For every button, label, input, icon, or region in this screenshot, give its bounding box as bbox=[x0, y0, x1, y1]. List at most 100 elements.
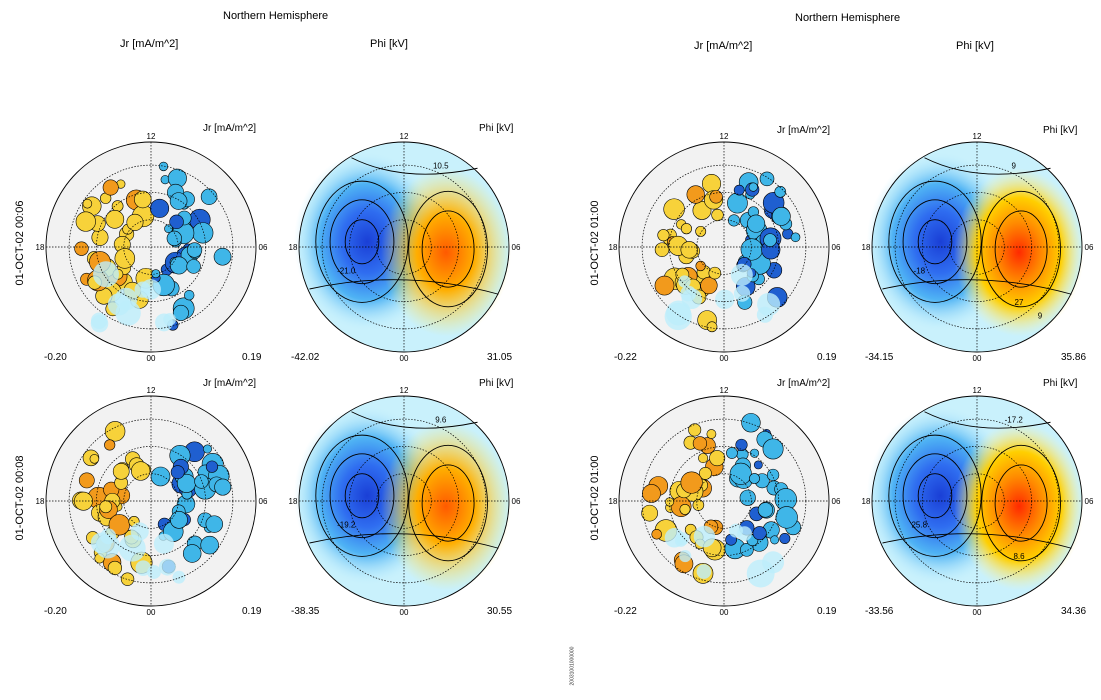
jr-upward-patch bbox=[654, 242, 670, 257]
jr-upward-patch bbox=[134, 190, 152, 209]
jr-weak-region bbox=[90, 532, 112, 554]
jr-upward-patch bbox=[654, 275, 675, 296]
jr-map-title: Jr [mA/m^2] bbox=[777, 125, 831, 136]
jr-downward-patch bbox=[194, 474, 209, 489]
jr-upward-patch bbox=[701, 174, 722, 194]
jr-downward-patch bbox=[752, 526, 767, 541]
tick-label-12: 12 bbox=[973, 386, 982, 395]
column-header-phi-left: Phi [kV] bbox=[370, 38, 408, 50]
jr-downward-patch bbox=[186, 242, 203, 258]
jr-upward-patch bbox=[78, 472, 95, 489]
jr-upward-patch bbox=[112, 463, 130, 480]
jr-downward-patch bbox=[739, 543, 754, 557]
tick-label-12: 12 bbox=[400, 386, 409, 395]
jr-weak-region bbox=[746, 559, 775, 588]
jr-weak-region bbox=[115, 300, 141, 326]
jr-weak-region bbox=[172, 570, 186, 584]
jr-downward-patch bbox=[775, 506, 798, 529]
jr-upward-patch bbox=[692, 436, 708, 451]
tick-label-06: 06 bbox=[512, 243, 521, 252]
jr-downward-patch bbox=[735, 438, 748, 451]
jr-downward-patch bbox=[747, 214, 766, 233]
jr-upward-patch bbox=[686, 185, 705, 204]
jr-downward-patch bbox=[741, 413, 761, 433]
jr-downward-patch bbox=[749, 448, 760, 458]
potential-contour bbox=[309, 533, 499, 549]
dial-outline bbox=[45, 395, 257, 607]
tick-label-12: 12 bbox=[147, 386, 156, 395]
jr-downward-patch bbox=[759, 171, 775, 187]
tick-label-06: 06 bbox=[259, 497, 268, 506]
potential-contour bbox=[917, 219, 953, 265]
tick-label-18: 18 bbox=[36, 497, 45, 506]
contour-value-label: -18 bbox=[913, 266, 925, 275]
potential-contour bbox=[882, 279, 1072, 295]
tick-label-06: 06 bbox=[259, 243, 268, 252]
phi-min-value: -38.35 bbox=[291, 606, 320, 617]
jr-weak-region bbox=[678, 275, 691, 288]
potential-contour bbox=[329, 453, 395, 539]
jr-upward-patch bbox=[698, 453, 709, 464]
tick-label-00: 00 bbox=[400, 608, 409, 617]
potential-contour bbox=[994, 210, 1048, 288]
tick-label-12: 12 bbox=[147, 132, 156, 141]
tick-label-06: 06 bbox=[832, 497, 841, 506]
phi-min-value: -42.02 bbox=[291, 352, 320, 363]
positive-potential-cell bbox=[380, 168, 512, 337]
jr-downward-patch bbox=[182, 544, 202, 563]
jr-weak-region bbox=[153, 533, 174, 554]
jr-map-title: Jr [mA/m^2] bbox=[777, 378, 831, 389]
jr-max-value: 0.19 bbox=[242, 352, 262, 363]
jr-upward-patch bbox=[114, 248, 136, 269]
jr-upward-patch bbox=[695, 260, 706, 272]
jr-downward-patch bbox=[749, 473, 760, 484]
jr-downward-patch bbox=[192, 222, 214, 244]
tick-label-18: 18 bbox=[862, 243, 871, 252]
tick-label-06: 06 bbox=[832, 243, 841, 252]
jr-upward-patch bbox=[131, 461, 151, 481]
jr-weak-region bbox=[90, 314, 109, 333]
phi-max-value: 31.05 bbox=[487, 352, 513, 363]
jr-weak-region bbox=[134, 281, 151, 298]
jr-downward-patch bbox=[183, 289, 195, 301]
jr-downward-patch bbox=[169, 256, 188, 275]
phi-map-title: Phi [kV] bbox=[479, 378, 514, 389]
potential-contour bbox=[315, 180, 409, 303]
jr-max-value: 0.19 bbox=[817, 352, 837, 363]
phi-max-value: 30.55 bbox=[487, 606, 513, 617]
jr-min-value: -0.22 bbox=[614, 606, 637, 617]
tick-label-06: 06 bbox=[512, 497, 521, 506]
jr-upward-patch bbox=[651, 528, 662, 540]
jr-upward-patch bbox=[642, 484, 661, 503]
jr-upward-patch bbox=[107, 560, 123, 576]
jr-upward-patch bbox=[104, 421, 126, 442]
jr-upward-patch bbox=[688, 423, 702, 437]
jr-downward-patch bbox=[203, 444, 212, 454]
jr-downward-patch bbox=[739, 489, 756, 506]
tick-label-12: 12 bbox=[720, 132, 729, 141]
jr-weak-region bbox=[680, 285, 697, 302]
tick-label-06: 06 bbox=[1085, 243, 1094, 252]
jr-upward-patch bbox=[680, 241, 698, 259]
jr-downward-patch bbox=[213, 247, 232, 266]
jr-downward-patch bbox=[200, 188, 218, 205]
tick-label-18: 18 bbox=[289, 497, 298, 506]
dial-outline bbox=[618, 395, 830, 607]
jr-downward-patch bbox=[774, 186, 787, 198]
potential-contour bbox=[329, 199, 395, 285]
contour-value-label: 10.5 bbox=[433, 161, 449, 170]
jr-upward-patch bbox=[102, 179, 119, 196]
phi-min-value: -34.15 bbox=[865, 352, 894, 363]
jr-upward-patch bbox=[680, 223, 692, 235]
tick-label-18: 18 bbox=[609, 243, 618, 252]
jr-upward-patch bbox=[105, 209, 125, 229]
tick-label-00: 00 bbox=[720, 354, 729, 363]
jr-weak-region bbox=[757, 292, 781, 316]
jr-min-value: -0.22 bbox=[614, 352, 637, 363]
hemisphere-title-left: Northern Hemisphere bbox=[223, 10, 329, 22]
jr-downward-patch bbox=[169, 192, 188, 210]
jr-downward-patch bbox=[733, 184, 745, 196]
jr-upward-patch bbox=[89, 454, 100, 464]
jr-downward-patch bbox=[170, 510, 188, 529]
